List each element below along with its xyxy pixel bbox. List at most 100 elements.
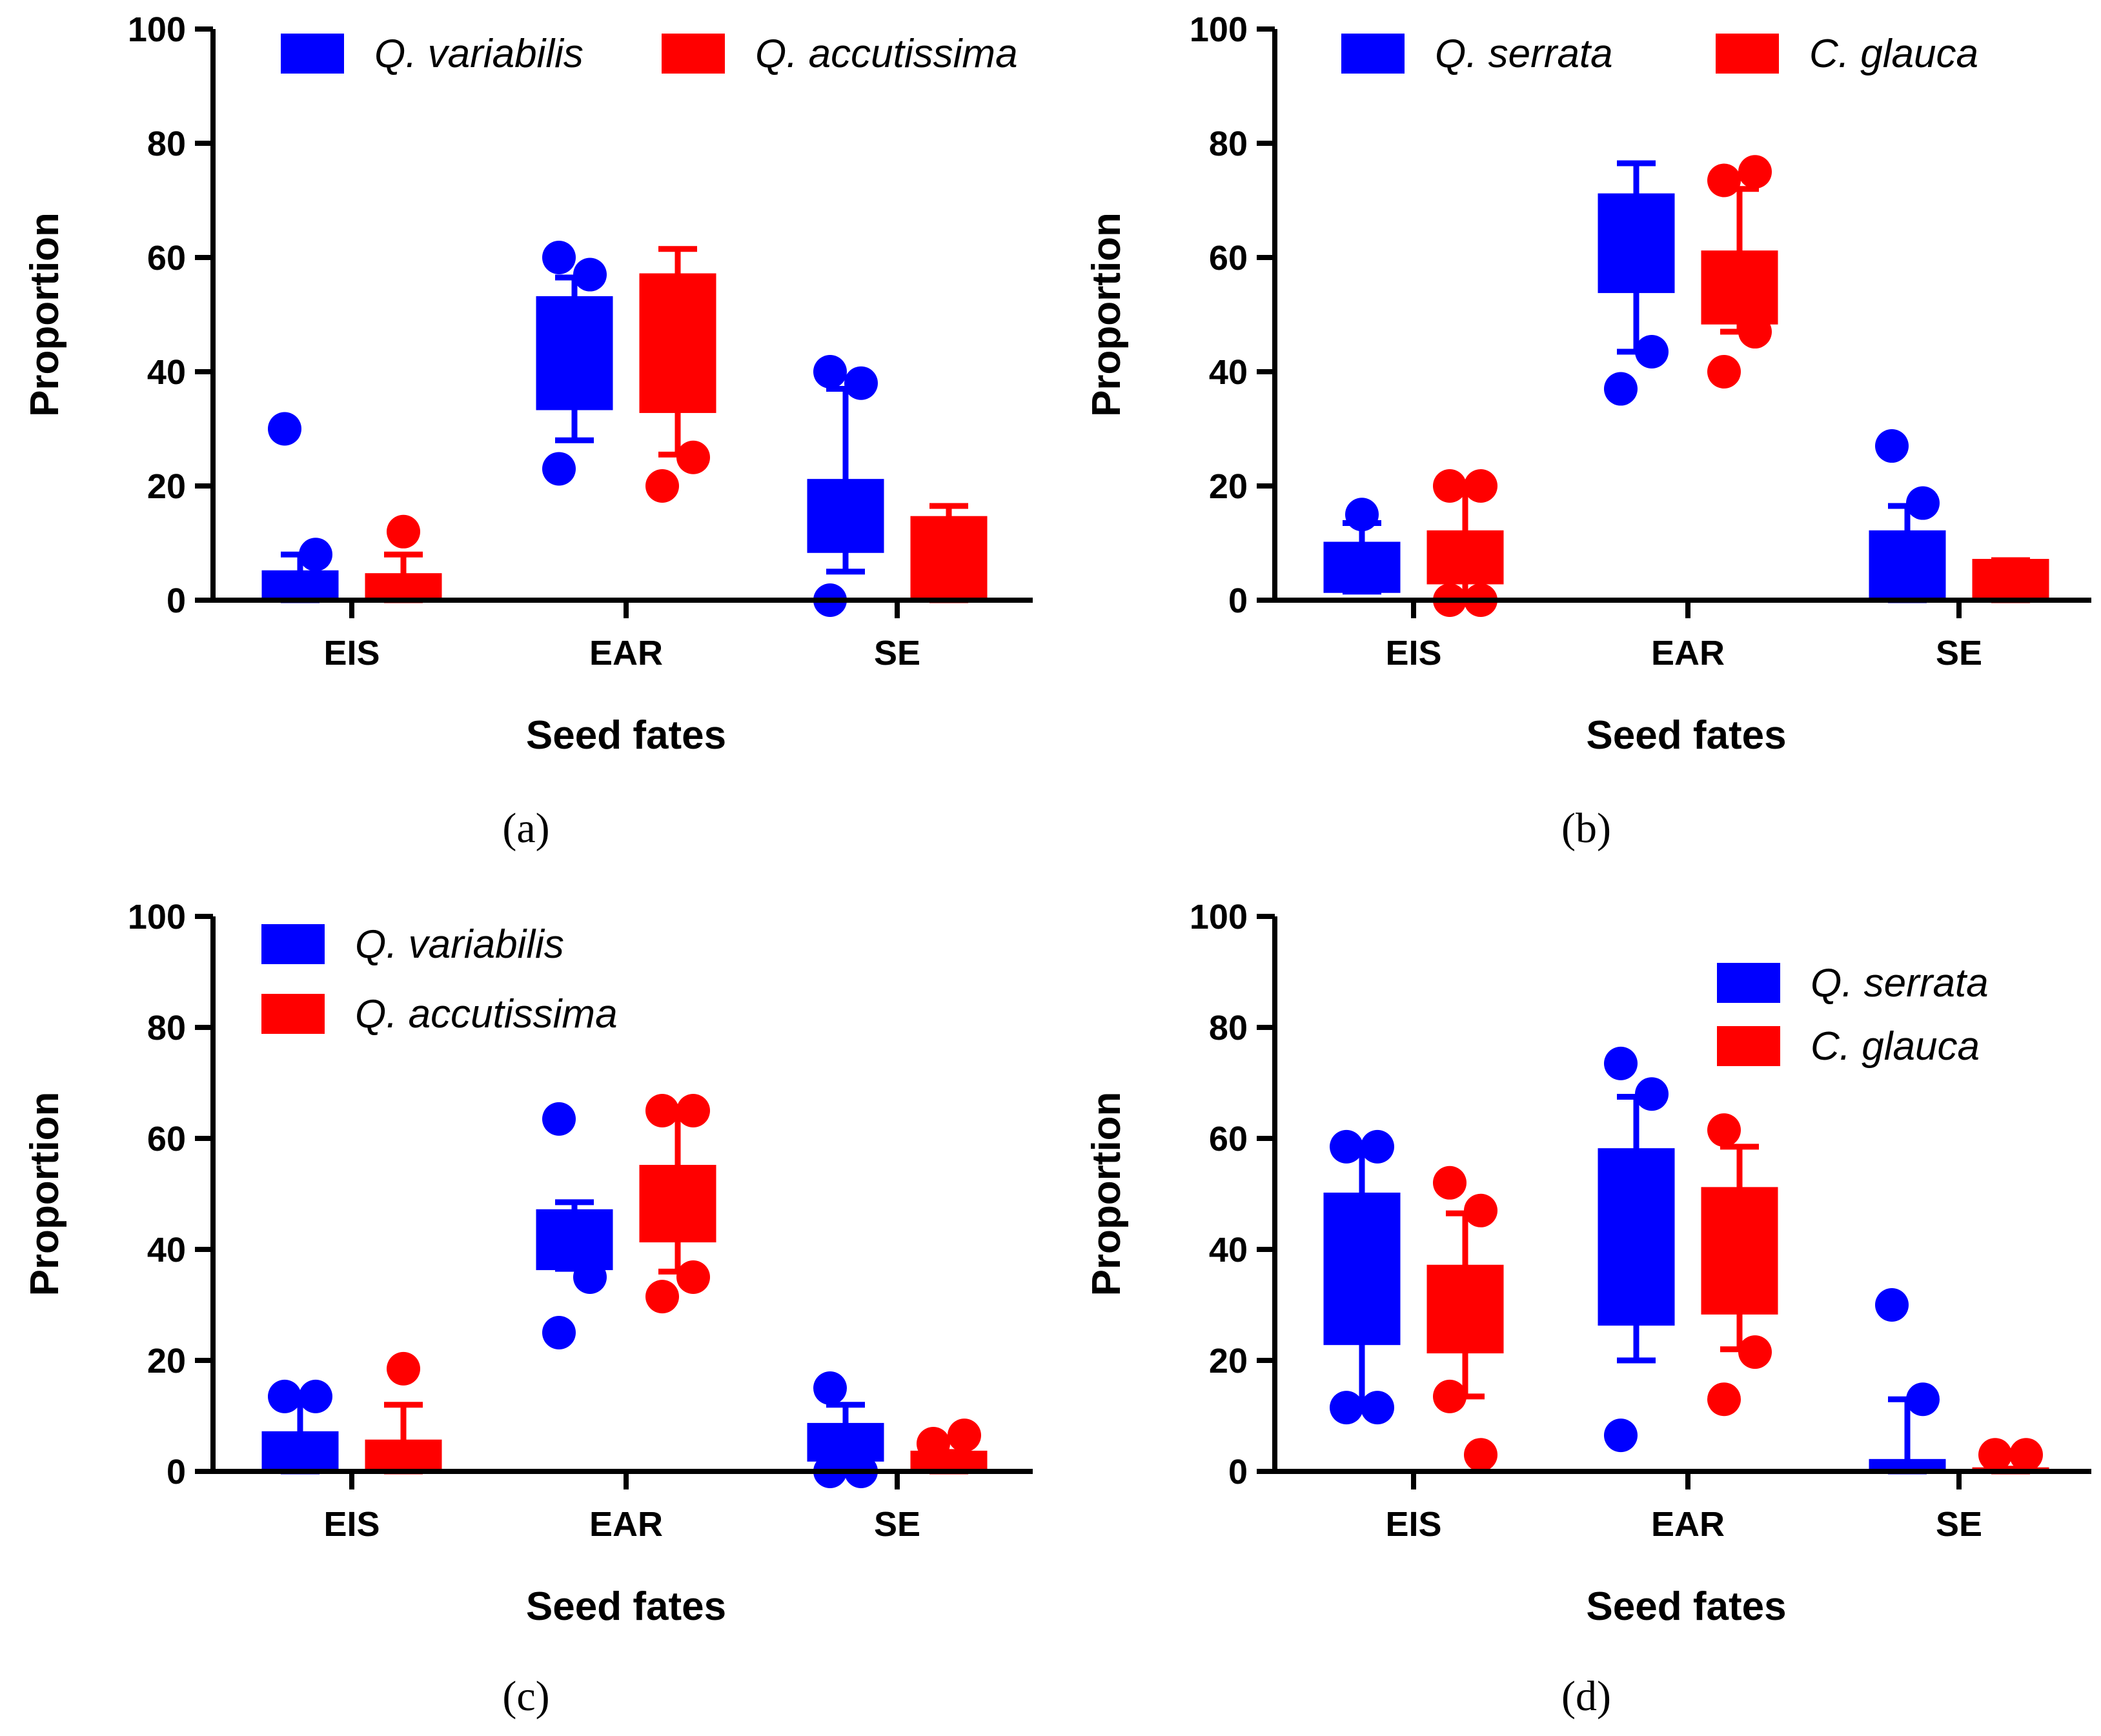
- legend-swatch: [1717, 1026, 1780, 1066]
- box: [1598, 1148, 1675, 1326]
- x-tick-label: EAR: [1651, 634, 1725, 672]
- data-point: [1330, 1391, 1363, 1425]
- box: [261, 1431, 339, 1473]
- box: [261, 570, 339, 601]
- box: [1426, 530, 1504, 585]
- data-point: [299, 538, 332, 572]
- y-tick-label: 100: [1190, 10, 1248, 49]
- box: [807, 1422, 884, 1462]
- legend-swatch: [1717, 963, 1780, 1003]
- box: [639, 1165, 716, 1243]
- legend-genus: Q.: [1811, 961, 1852, 1005]
- legend-label: C. glauca: [1809, 32, 1978, 76]
- data-point: [645, 1280, 679, 1314]
- data-point: [813, 1371, 847, 1405]
- data-point: [1361, 1129, 1394, 1164]
- y-tick-label: 100: [1190, 898, 1248, 936]
- data-point: [542, 1316, 576, 1349]
- legend-label: Q. variabilis: [374, 32, 584, 76]
- box: [536, 1209, 613, 1271]
- legend-genus: Q.: [374, 32, 416, 76]
- data-point: [1433, 1166, 1467, 1200]
- y-tick-label: 40: [1209, 353, 1248, 392]
- y-tick-label: 60: [147, 1120, 186, 1158]
- data-point: [1875, 1288, 1909, 1322]
- data-point: [1433, 469, 1467, 503]
- legend-swatch: [662, 34, 725, 74]
- y-tick-label: 80: [147, 1009, 186, 1047]
- x-axis-title: Seed fates: [526, 713, 726, 758]
- data-point: [1361, 1391, 1394, 1425]
- y-tick-label: 40: [147, 1231, 186, 1269]
- y-tick-label: 80: [1209, 1009, 1248, 1047]
- data-point: [387, 514, 420, 549]
- data-point: [1464, 1193, 1497, 1227]
- data-point: [844, 366, 878, 400]
- x-axis-title: Seed fates: [1586, 713, 1786, 758]
- legend-species: accutissima: [797, 32, 1017, 76]
- legend-label: Q. serrata: [1811, 961, 1989, 1005]
- data-point: [1738, 1335, 1772, 1369]
- box: [639, 273, 716, 413]
- legend-swatch: [261, 994, 325, 1034]
- y-tick-label: 20: [147, 467, 186, 506]
- y-axis-title: Proportion: [1084, 1092, 1129, 1297]
- box: [365, 573, 442, 601]
- data-point: [1707, 355, 1741, 389]
- data-point: [1464, 1438, 1497, 1472]
- y-tick-label: 20: [1209, 467, 1248, 506]
- legend-genus: Q.: [355, 922, 397, 967]
- box: [1598, 193, 1675, 294]
- y-tick-label: 40: [1209, 1231, 1248, 1269]
- legend-species: glauca: [1851, 1024, 1980, 1069]
- box: [365, 1439, 442, 1473]
- box: [1426, 1264, 1504, 1354]
- data-point: [268, 412, 301, 446]
- y-tick-label: 60: [1209, 239, 1248, 278]
- legend-species: serrata: [1852, 961, 1988, 1005]
- legend-label: Q. accutissima: [355, 992, 618, 1036]
- legend-species: glauca: [1849, 32, 1978, 76]
- data-point: [676, 1260, 710, 1294]
- x-tick-label: SE: [1936, 1505, 1982, 1544]
- data-point: [1875, 429, 1909, 463]
- legend-genus: C.: [1809, 32, 1849, 76]
- data-point: [1330, 1129, 1363, 1164]
- x-tick-label: SE: [874, 1505, 920, 1544]
- legend-swatch: [261, 924, 325, 964]
- data-point: [645, 469, 679, 503]
- y-tick-label: 60: [1209, 1120, 1248, 1158]
- y-axis-title: Proportion: [1084, 212, 1129, 417]
- box: [1323, 541, 1401, 593]
- y-tick-label: 60: [147, 239, 186, 278]
- data-point: [542, 241, 576, 274]
- x-tick-label: EIS: [323, 1505, 380, 1544]
- data-point: [1604, 372, 1638, 406]
- box: [1701, 1187, 1778, 1315]
- box: [1869, 530, 1946, 601]
- data-point: [299, 1379, 332, 1413]
- legend-label: Q. variabilis: [355, 922, 564, 967]
- box: [807, 479, 884, 553]
- box: [1972, 559, 2049, 601]
- x-axis-title: Seed fates: [526, 1584, 726, 1629]
- data-point: [573, 1260, 607, 1294]
- legend-swatch: [281, 34, 344, 74]
- data-point: [1635, 1077, 1669, 1111]
- chart-panel-d: 0 20 40 60 80 100 EIS EAR SE Proportion Seed fates…: [1084, 898, 2091, 1720]
- chart-panel-b: 0 20 40 60 80 100 EIS EAR SE Proportion Seed fates…: [1084, 10, 2091, 852]
- data-point: [645, 1094, 679, 1127]
- y-tick-label: 0: [167, 581, 186, 620]
- data-point: [387, 1351, 420, 1386]
- legend-species: serrata: [1477, 32, 1612, 76]
- x-tick-label: EIS: [1385, 1505, 1441, 1544]
- y-tick-label: 20: [147, 1342, 186, 1380]
- x-tick-label: EAR: [589, 1505, 663, 1544]
- panel-label: (a): [502, 805, 549, 852]
- data-point: [542, 1102, 576, 1136]
- panel-label: (b): [1561, 805, 1611, 852]
- y-tick-label: 40: [147, 353, 186, 392]
- x-axis-title: Seed fates: [1586, 1584, 1786, 1629]
